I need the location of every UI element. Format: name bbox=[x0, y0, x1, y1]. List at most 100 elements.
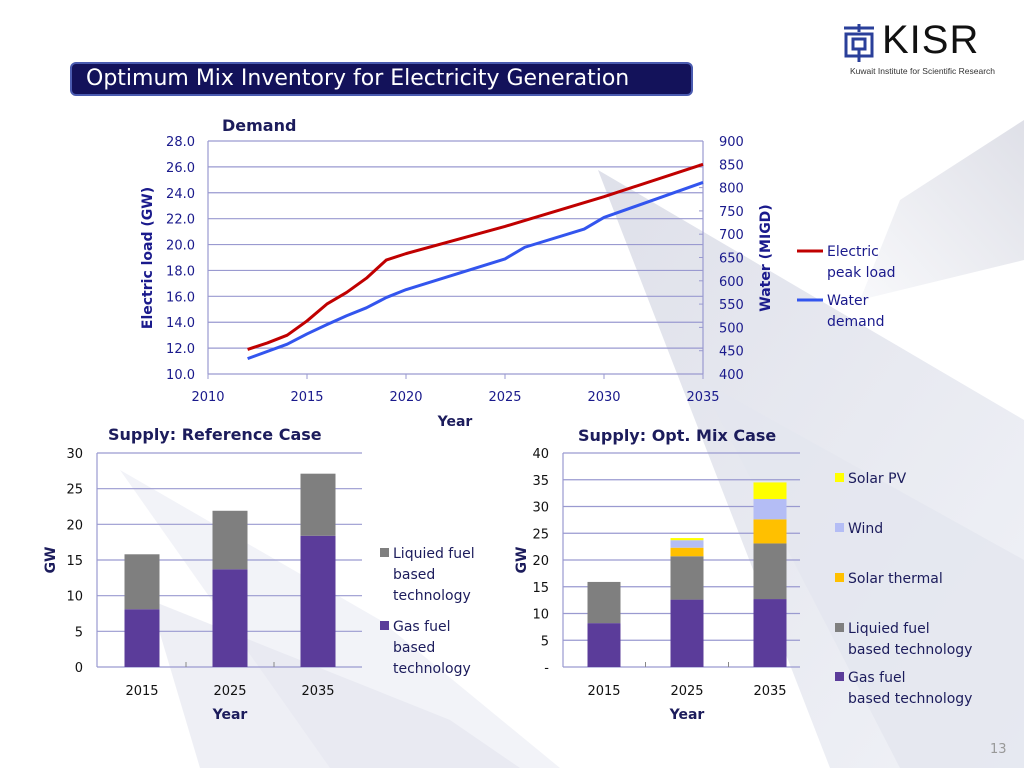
legend-label: Gas fuel bbox=[848, 670, 905, 686]
bar-segment bbox=[753, 499, 787, 520]
y-tick-label: 20 bbox=[532, 554, 549, 569]
bar-segment bbox=[300, 535, 336, 667]
legend-label: Electric bbox=[827, 244, 879, 260]
x-tick-label: 2035 bbox=[686, 390, 719, 405]
y-tick-label: 5 bbox=[75, 625, 83, 640]
bar-segment bbox=[212, 569, 248, 667]
y-tick-label: 10 bbox=[66, 590, 83, 605]
x-tick-label: 2035 bbox=[301, 684, 334, 699]
y-right-tick-label: 900 bbox=[719, 135, 744, 150]
y-right-tick-label: 700 bbox=[719, 228, 744, 243]
legend-swatch bbox=[835, 523, 844, 532]
y-tick-label: 30 bbox=[532, 501, 549, 516]
bar-segment bbox=[753, 543, 787, 600]
bar-segment bbox=[753, 599, 787, 667]
legend-label: Gas fuel bbox=[393, 619, 450, 635]
y-axis-label: GW bbox=[514, 547, 530, 574]
y-right-tick-label: 650 bbox=[719, 252, 744, 267]
x-tick-label: 2025 bbox=[670, 684, 703, 699]
y-tick-label: 16.0 bbox=[166, 290, 195, 305]
chart-title: Supply: Reference Case bbox=[108, 425, 322, 444]
y-tick-label: - bbox=[544, 661, 549, 676]
x-tick-label: 2015 bbox=[125, 684, 158, 699]
bar-segment bbox=[670, 540, 704, 548]
y-right-tick-label: 550 bbox=[719, 298, 744, 313]
legend-label: Solar thermal bbox=[848, 571, 943, 587]
x-tick-label: 2030 bbox=[587, 390, 620, 405]
y-tick-label: 20 bbox=[66, 518, 83, 533]
bar-segment bbox=[670, 599, 704, 667]
bar-segment bbox=[670, 547, 704, 557]
y-right-tick-label: 850 bbox=[719, 158, 744, 173]
bar-segment bbox=[587, 581, 621, 624]
legend-swatch bbox=[380, 621, 389, 630]
legend-swatch bbox=[835, 623, 844, 632]
legend-swatch bbox=[835, 573, 844, 582]
y-axis-label: GW bbox=[43, 547, 59, 574]
legend-label: technology bbox=[393, 588, 471, 604]
bar-segment bbox=[587, 623, 621, 667]
y-right-tick-label: 500 bbox=[719, 321, 744, 336]
y-tick-label: 35 bbox=[532, 474, 549, 489]
legend-label: based bbox=[393, 567, 435, 583]
x-tick-label: 2025 bbox=[213, 684, 246, 699]
y-tick-label: 0 bbox=[75, 661, 83, 676]
bar-segment bbox=[753, 519, 787, 544]
legend-label: Solar PV bbox=[848, 471, 907, 487]
y-tick-label: 15 bbox=[532, 581, 549, 596]
legend-label: based bbox=[393, 640, 435, 656]
x-axis-label: Year bbox=[437, 414, 473, 430]
bar-segment bbox=[212, 510, 248, 570]
series-line-electric-peak-load bbox=[247, 162, 704, 351]
legend-label: Liquied fuel bbox=[848, 621, 930, 637]
x-tick-label: 2025 bbox=[488, 390, 521, 405]
bar-segment bbox=[753, 482, 787, 500]
legend-label: demand bbox=[827, 314, 884, 330]
y-tick-label: 20.0 bbox=[166, 239, 195, 254]
logo-subtitle: Kuwait Institute for Scientific Research bbox=[850, 66, 996, 76]
x-tick-label: 2020 bbox=[389, 390, 422, 405]
legend-label: based technology bbox=[848, 642, 972, 658]
legend-label: Wind bbox=[848, 521, 883, 537]
y-axis-label: Electric load (GW) bbox=[140, 187, 156, 329]
kisr-logo: KISR Kuwait Institute for Scientific Res… bbox=[842, 18, 1002, 82]
logo-name: KISR bbox=[882, 18, 980, 62]
chart-title: Supply: Opt. Mix Case bbox=[578, 426, 776, 445]
y-tick-label: 14.0 bbox=[166, 316, 195, 331]
x-tick-label: 2035 bbox=[753, 684, 786, 699]
legend-label: based technology bbox=[848, 691, 972, 707]
legend-label: Liquied fuel bbox=[393, 546, 475, 562]
legend-swatch bbox=[835, 672, 844, 681]
y-tick-label: 18.0 bbox=[166, 264, 195, 279]
y-tick-label: 15 bbox=[66, 554, 83, 569]
legend-label: peak load bbox=[827, 265, 896, 281]
y-tick-label: 26.0 bbox=[166, 161, 195, 176]
x-tick-label: 2010 bbox=[191, 390, 224, 405]
legend-label: Water bbox=[827, 293, 869, 309]
y-right-tick-label: 400 bbox=[719, 368, 744, 383]
legend-swatch bbox=[835, 473, 844, 482]
legend-label: technology bbox=[393, 661, 471, 677]
kisr-emblem-icon bbox=[844, 24, 874, 62]
x-tick-label: 2015 bbox=[587, 684, 620, 699]
y-right-tick-label: 450 bbox=[719, 345, 744, 360]
y-tick-label: 30 bbox=[66, 447, 83, 462]
y-tick-label: 10.0 bbox=[166, 368, 195, 383]
y-tick-label: 25 bbox=[66, 483, 83, 498]
y-right-tick-label: 750 bbox=[719, 205, 744, 220]
slide-title: Optimum Mix Inventory for Electricity Ge… bbox=[70, 62, 693, 96]
y-tick-label: 5 bbox=[541, 634, 549, 649]
y-tick-label: 10 bbox=[532, 608, 549, 623]
bar-segment bbox=[300, 473, 336, 536]
x-tick-label: 2015 bbox=[290, 390, 323, 405]
chart-title: Demand bbox=[222, 116, 296, 135]
y-tick-label: 25 bbox=[532, 527, 549, 542]
bar-segment bbox=[670, 538, 704, 541]
bar-segment bbox=[124, 554, 160, 610]
x-axis-label: Year bbox=[212, 707, 248, 723]
y-tick-label: 24.0 bbox=[166, 187, 195, 202]
series-line-water-demand bbox=[247, 181, 704, 361]
bar-segment bbox=[124, 609, 160, 667]
x-axis-label: Year bbox=[669, 707, 705, 723]
